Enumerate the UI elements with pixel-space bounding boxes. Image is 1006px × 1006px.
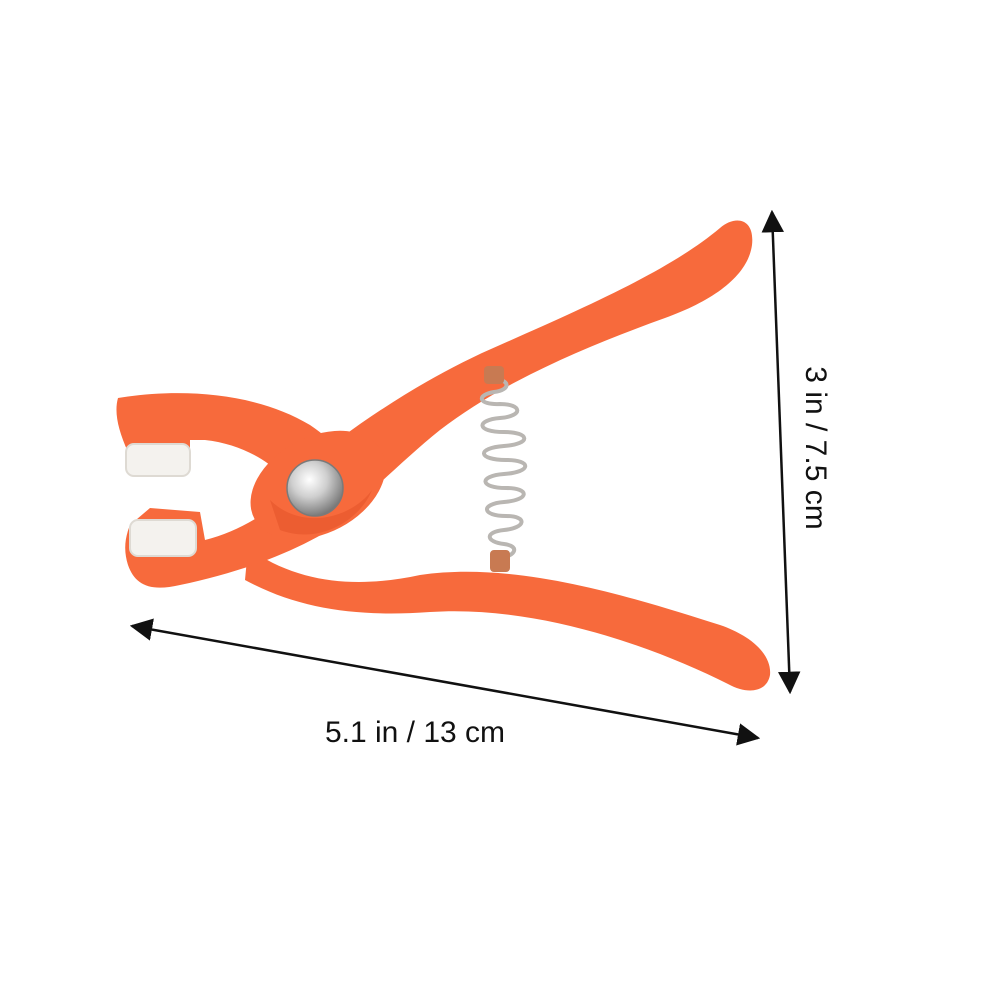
pliers-icon [116,220,771,691]
pivot-shadow [270,490,372,535]
height-dimension-arrow [761,209,801,695]
width-dimension-arrow [129,618,761,746]
spring-cap-bottom [490,550,510,572]
spring [480,377,528,560]
upper-handle [300,220,753,520]
spring-cap-top [484,366,504,384]
rivet [286,459,344,517]
lower-handle [245,548,771,691]
lower-jaw-pad [129,519,197,557]
height-dimension-label: 3 in / 7.5 cm [799,366,832,529]
width-dimension-label: 5.1 in / 13 cm [325,716,505,749]
upper-jaw-pad [125,443,191,477]
